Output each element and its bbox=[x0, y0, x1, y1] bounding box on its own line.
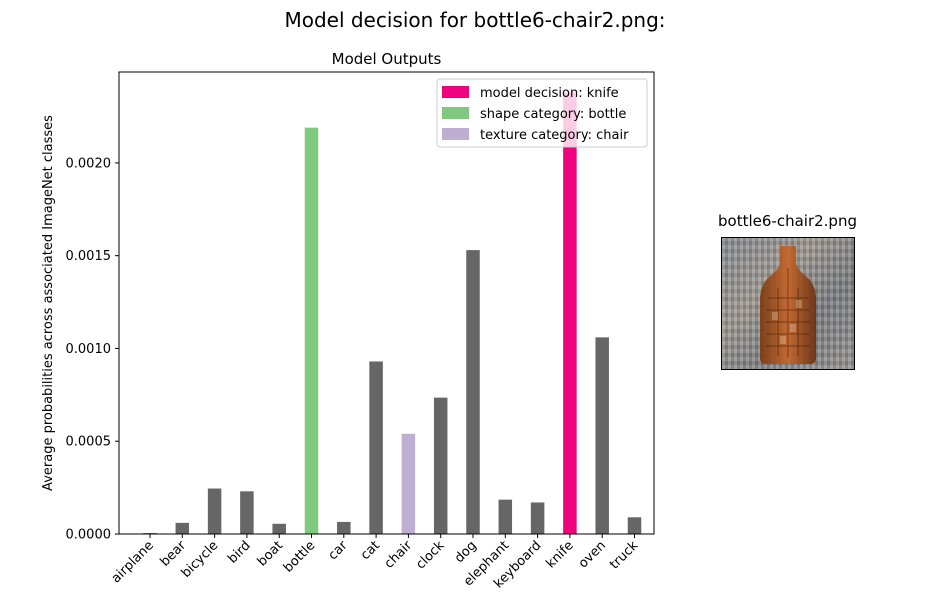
y-tick-label-4: 0.0020 bbox=[66, 156, 112, 171]
thumbnail-title: bottle6-chair2.png bbox=[718, 212, 857, 230]
legend-label-0: model decision: knife bbox=[480, 86, 619, 101]
bar-boat bbox=[272, 523, 286, 534]
legend-label-2: texture category: chair bbox=[480, 128, 629, 143]
bottle-texture-image bbox=[760, 246, 816, 364]
bar-truck bbox=[627, 517, 642, 534]
legend-swatch-0 bbox=[442, 86, 469, 98]
figure-title: Model decision for bottle6-chair2.png: bbox=[284, 8, 666, 32]
bar-bicycle bbox=[207, 488, 222, 534]
x-tick-label-oven: oven bbox=[576, 538, 609, 571]
bar-bear bbox=[175, 522, 190, 534]
bar-knife bbox=[563, 92, 577, 534]
x-tick-label-bottle: bottle bbox=[281, 538, 318, 575]
x-tick-label-truck: truck bbox=[607, 538, 642, 573]
bar-bottle bbox=[304, 127, 319, 534]
legend-box bbox=[436, 78, 648, 148]
bar-cat bbox=[369, 361, 383, 534]
bar-chair bbox=[401, 433, 416, 534]
x-tick-label-car: car bbox=[326, 538, 352, 564]
x-tick-label-bicycle: bicycle bbox=[179, 538, 222, 581]
y-tick-label-2: 0.0010 bbox=[66, 342, 112, 357]
y-axis-label: Average probabilities across associated … bbox=[41, 115, 56, 491]
y-tick-label-0: 0.0000 bbox=[66, 528, 112, 543]
x-tick-label-airplane: airplane bbox=[109, 538, 157, 586]
x-tick-label-cat: cat bbox=[358, 538, 383, 563]
bar-keyboard bbox=[530, 502, 545, 534]
y-tick-label-3: 0.0015 bbox=[66, 249, 112, 264]
x-tick-label-dog: dog bbox=[452, 538, 480, 566]
bar-bird bbox=[240, 491, 254, 534]
y-tick-label-1: 0.0005 bbox=[66, 435, 112, 450]
plot-frame bbox=[118, 71, 655, 535]
bar-elephant bbox=[498, 499, 513, 534]
legend-label-1: shape category: bottle bbox=[480, 107, 626, 122]
x-tick-label-knife: knife bbox=[544, 538, 577, 571]
legend-swatch-2 bbox=[442, 128, 469, 140]
legend-swatch-1 bbox=[442, 107, 469, 119]
x-tick-label-chair: chair bbox=[382, 538, 416, 572]
bar-dog bbox=[466, 250, 480, 534]
bar-clock bbox=[433, 397, 448, 534]
stimulus-thumbnail-image bbox=[721, 237, 855, 370]
chart-title: Model Outputs bbox=[332, 50, 442, 68]
x-tick-label-bird: bird bbox=[225, 538, 253, 566]
bar-car bbox=[337, 521, 351, 534]
x-tick-label-clock: clock bbox=[413, 538, 448, 573]
bar-oven bbox=[595, 337, 609, 534]
